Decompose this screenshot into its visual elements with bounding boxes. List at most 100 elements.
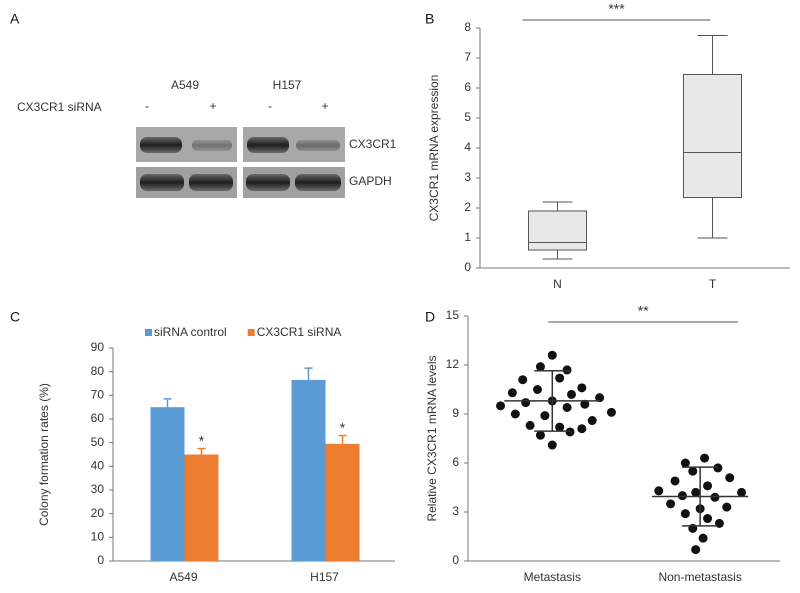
point (680, 509, 690, 519)
x-tick-label: H157 (310, 570, 339, 584)
chart: C Colony formation rates (%) 0 10 20 30 40 50 60… (10, 309, 395, 584)
bar (291, 379, 326, 561)
band (140, 137, 182, 153)
point (654, 486, 664, 496)
y-tick-label: 0 (452, 553, 459, 567)
point (577, 424, 587, 434)
y-tick-label: 60 (91, 411, 105, 425)
y-tick-label: 1 (464, 230, 471, 244)
panel-label: D (425, 309, 435, 325)
bar (325, 443, 360, 561)
y-tick-label: 50 (91, 435, 105, 449)
point (587, 416, 597, 426)
y-tick-label: 5 (464, 110, 471, 124)
point (496, 401, 506, 411)
legend-label: siRNA control (154, 325, 227, 339)
y-tick-label: 9 (452, 406, 459, 420)
y-tick-label: 30 (91, 482, 105, 496)
data-label: * (199, 432, 205, 448)
lane-label: - (268, 99, 272, 113)
point (525, 420, 535, 430)
panel-label: A (10, 11, 20, 27)
point (532, 385, 542, 394)
point (547, 440, 557, 450)
point (555, 373, 565, 383)
point (555, 422, 565, 432)
point (691, 545, 701, 555)
legend-label: CX3CR1 siRNA (257, 325, 342, 339)
y-axis-label: Colony formation rates (%) (37, 383, 51, 526)
band (295, 174, 341, 191)
y-tick-label: 4 (464, 140, 471, 154)
bar (150, 407, 185, 561)
point (507, 388, 517, 398)
chart: B CX3CR1 mRNA expression 0 1 2 3 4 5 6 7 8 N T *** (425, 1, 790, 291)
lane-label: - (145, 99, 149, 113)
point (691, 487, 701, 497)
band-label: GAPDH (349, 174, 392, 188)
y-tick-label: 0 (464, 260, 471, 274)
row-label: CX3CR1 siRNA (17, 100, 102, 114)
point (700, 453, 710, 463)
band (189, 174, 233, 191)
point (577, 383, 587, 393)
point (725, 473, 735, 483)
x-tick-label: N (553, 277, 562, 291)
bar (184, 454, 219, 561)
point (510, 409, 520, 419)
y-tick-label: 40 (91, 459, 105, 473)
point (535, 430, 545, 440)
point (710, 492, 720, 502)
point (670, 476, 680, 486)
point (580, 399, 590, 409)
point (540, 411, 550, 421)
y-tick-label: 15 (446, 308, 460, 322)
y-tick-label: 80 (91, 364, 105, 378)
legend-swatch (145, 329, 152, 336)
y-tick-label: 20 (91, 506, 105, 520)
point (595, 393, 605, 403)
y-tick-label: 6 (464, 80, 471, 94)
band (296, 140, 340, 151)
lane-label: + (321, 99, 328, 113)
point (606, 407, 616, 417)
band (247, 137, 289, 153)
band (192, 140, 232, 151)
point (680, 458, 690, 468)
x-tick-label: Metastasis (524, 570, 581, 584)
band (246, 174, 290, 191)
point (562, 402, 572, 412)
point (666, 499, 676, 509)
y-tick-label: 3 (452, 504, 459, 518)
y-tick-label: 8 (464, 20, 471, 34)
y-tick-label: 12 (446, 357, 460, 371)
x-tick-label: A549 (169, 570, 197, 584)
point (722, 502, 732, 512)
point (713, 463, 723, 473)
band (140, 174, 184, 191)
point (703, 514, 713, 524)
point (698, 533, 708, 543)
point (518, 375, 528, 385)
point (547, 350, 557, 360)
y-tick-label: 2 (464, 200, 471, 214)
point (688, 466, 698, 476)
group-label: A549 (171, 78, 199, 92)
blot-panel: A A549 H157 CX3CR1 siRNA - + - + CX3CR1 … (10, 11, 397, 198)
box (683, 74, 742, 198)
group-label: H157 (273, 78, 302, 92)
y-tick-label: 7 (464, 50, 471, 64)
point (535, 362, 545, 372)
point (703, 481, 713, 491)
y-tick-label: 6 (452, 455, 459, 469)
y-tick-label: 3 (464, 170, 471, 184)
panel-label: C (10, 309, 20, 325)
significance-label: ** (638, 303, 649, 319)
point (567, 389, 577, 399)
point (562, 365, 572, 375)
x-tick-label: Non-metastasis (658, 570, 741, 584)
point (677, 491, 687, 501)
y-axis-label: Relative CX3CR1 mRNA levels (425, 355, 439, 521)
data-label: * (340, 419, 346, 435)
